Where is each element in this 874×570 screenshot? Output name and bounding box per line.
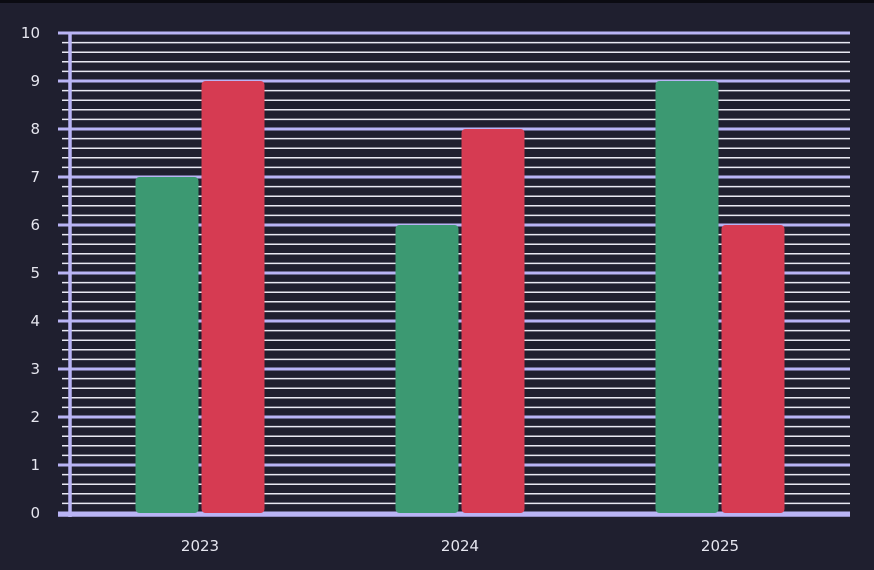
bar: [135, 177, 199, 513]
x-tick-label: 2024: [441, 537, 479, 555]
x-tick-label: 2025: [701, 537, 739, 555]
y-tick-label: 5: [30, 264, 40, 282]
bar: [655, 81, 719, 513]
y-tick-label: 8: [30, 120, 40, 138]
bar: [201, 81, 265, 513]
y-tick-label: 7: [30, 168, 40, 186]
y-tick-label: 10: [21, 24, 40, 42]
bar: [721, 225, 785, 513]
bar: [461, 129, 525, 513]
bar: [395, 225, 459, 513]
bar-chart: 0 1 2 3 4 5 6 7 8 9 10 2023 2024 2025: [21, 24, 850, 555]
axes: [58, 33, 850, 517]
bars: [135, 81, 785, 513]
y-tick-label: 4: [30, 312, 40, 330]
x-tick-label: 2023: [181, 537, 219, 555]
y-tick-label: 3: [30, 360, 40, 378]
y-tick-labels: 0 1 2 3 4 5 6 7 8 9 10: [21, 24, 40, 522]
x-tick-labels: 2023 2024 2025: [181, 537, 739, 555]
y-tick-label: 6: [30, 216, 40, 234]
y-tick-label: 0: [30, 504, 40, 522]
y-tick-label: 2: [30, 408, 40, 426]
y-tick-label: 9: [30, 72, 40, 90]
y-tick-label: 1: [30, 456, 40, 474]
